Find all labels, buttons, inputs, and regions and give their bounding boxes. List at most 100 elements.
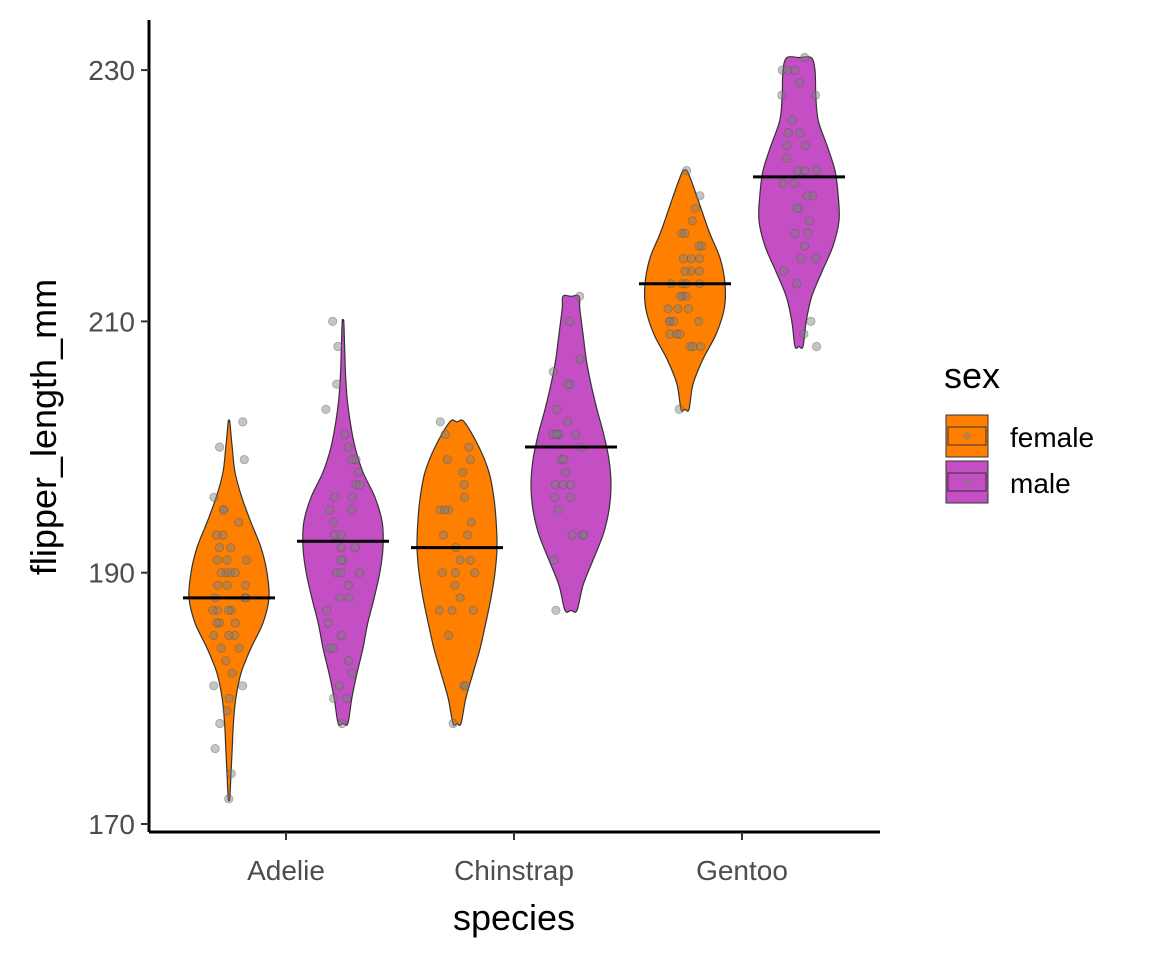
data-point — [549, 555, 559, 565]
data-point — [340, 429, 350, 440]
data-point — [574, 291, 585, 301]
data-point — [566, 492, 576, 502]
x-tick-label: Gentoo — [696, 855, 788, 886]
legend-key-male — [945, 460, 989, 504]
data-point — [332, 379, 342, 389]
data-point — [564, 316, 574, 326]
data-point — [459, 681, 469, 691]
y-axis-title: flipper_length_mm — [23, 279, 64, 575]
data-point — [333, 341, 343, 352]
data-point — [211, 530, 222, 540]
data-point — [459, 480, 469, 490]
data-point — [550, 480, 560, 490]
data-point — [688, 341, 698, 352]
data-point — [212, 618, 222, 628]
data-point — [230, 630, 240, 641]
data-point — [224, 693, 234, 704]
data-point — [686, 266, 696, 276]
violin-adelie-female — [188, 419, 270, 802]
data-point — [350, 542, 360, 553]
data-point — [673, 304, 683, 314]
data-point — [678, 291, 688, 301]
data-point — [685, 341, 695, 352]
data-point — [354, 568, 364, 578]
data-point — [437, 568, 447, 578]
data-point — [800, 52, 810, 63]
legend-key-point — [963, 432, 971, 440]
violin-group-chinstrap-male — [525, 291, 617, 616]
data-point — [551, 429, 561, 440]
data-point — [336, 568, 346, 578]
data-point — [665, 316, 675, 326]
data-point — [240, 580, 250, 590]
data-point — [343, 580, 353, 590]
data-point — [783, 128, 793, 138]
data-point — [219, 505, 229, 515]
data-point — [215, 718, 225, 729]
legend-title: sex — [944, 355, 1000, 396]
data-point — [553, 505, 563, 515]
data-point — [470, 568, 480, 578]
data-point — [226, 568, 236, 578]
data-point — [219, 505, 229, 515]
data-point — [355, 480, 365, 490]
data-point — [563, 379, 573, 389]
data-point — [787, 115, 797, 126]
data-point — [342, 693, 352, 704]
data-point — [548, 429, 558, 440]
data-point — [239, 454, 249, 465]
violin-chinstrap-female — [416, 419, 498, 726]
data-point — [222, 580, 232, 590]
data-point — [794, 78, 805, 88]
data-point — [334, 681, 345, 691]
data-point — [565, 480, 576, 490]
data-point — [208, 605, 218, 616]
data-point — [213, 580, 223, 590]
data-point — [462, 530, 473, 540]
data-point — [464, 442, 474, 452]
violin-chinstrap-male — [530, 294, 612, 613]
data-point — [221, 568, 231, 578]
x-ticks: Adelie Chinstrap Gentoo — [247, 832, 788, 886]
data-point — [212, 605, 222, 616]
data-point — [336, 555, 346, 565]
data-point — [686, 254, 697, 264]
data-point — [209, 492, 219, 502]
data-point — [578, 530, 588, 540]
data-point — [322, 605, 332, 616]
data-point — [794, 203, 804, 213]
data-point — [337, 718, 347, 729]
data-point — [226, 605, 236, 616]
data-point — [226, 542, 236, 553]
data-point — [338, 555, 348, 565]
x-tick-label: Chinstrap — [454, 855, 574, 886]
data-point — [353, 467, 363, 477]
data-point — [782, 65, 793, 75]
data-point — [694, 266, 705, 276]
data-point — [351, 480, 361, 490]
data-point — [347, 668, 357, 678]
data-point — [681, 291, 692, 301]
data-point — [553, 429, 563, 440]
data-point — [438, 530, 449, 540]
plot-marks — [183, 52, 845, 804]
data-point — [793, 166, 803, 176]
data-point — [465, 454, 475, 465]
data-point — [328, 693, 339, 704]
data-point — [214, 618, 225, 628]
data-point — [811, 254, 821, 264]
data-point — [329, 530, 340, 540]
data-point — [321, 404, 331, 414]
x-axis-title: species — [453, 897, 575, 938]
data-point — [224, 630, 234, 641]
data-point — [210, 743, 220, 754]
data-point — [450, 580, 460, 590]
data-point — [674, 404, 684, 414]
data-point — [790, 228, 800, 238]
data-point — [238, 417, 248, 427]
data-point — [450, 568, 460, 578]
data-point — [227, 668, 237, 678]
data-point — [578, 530, 589, 540]
data-point — [561, 467, 571, 477]
